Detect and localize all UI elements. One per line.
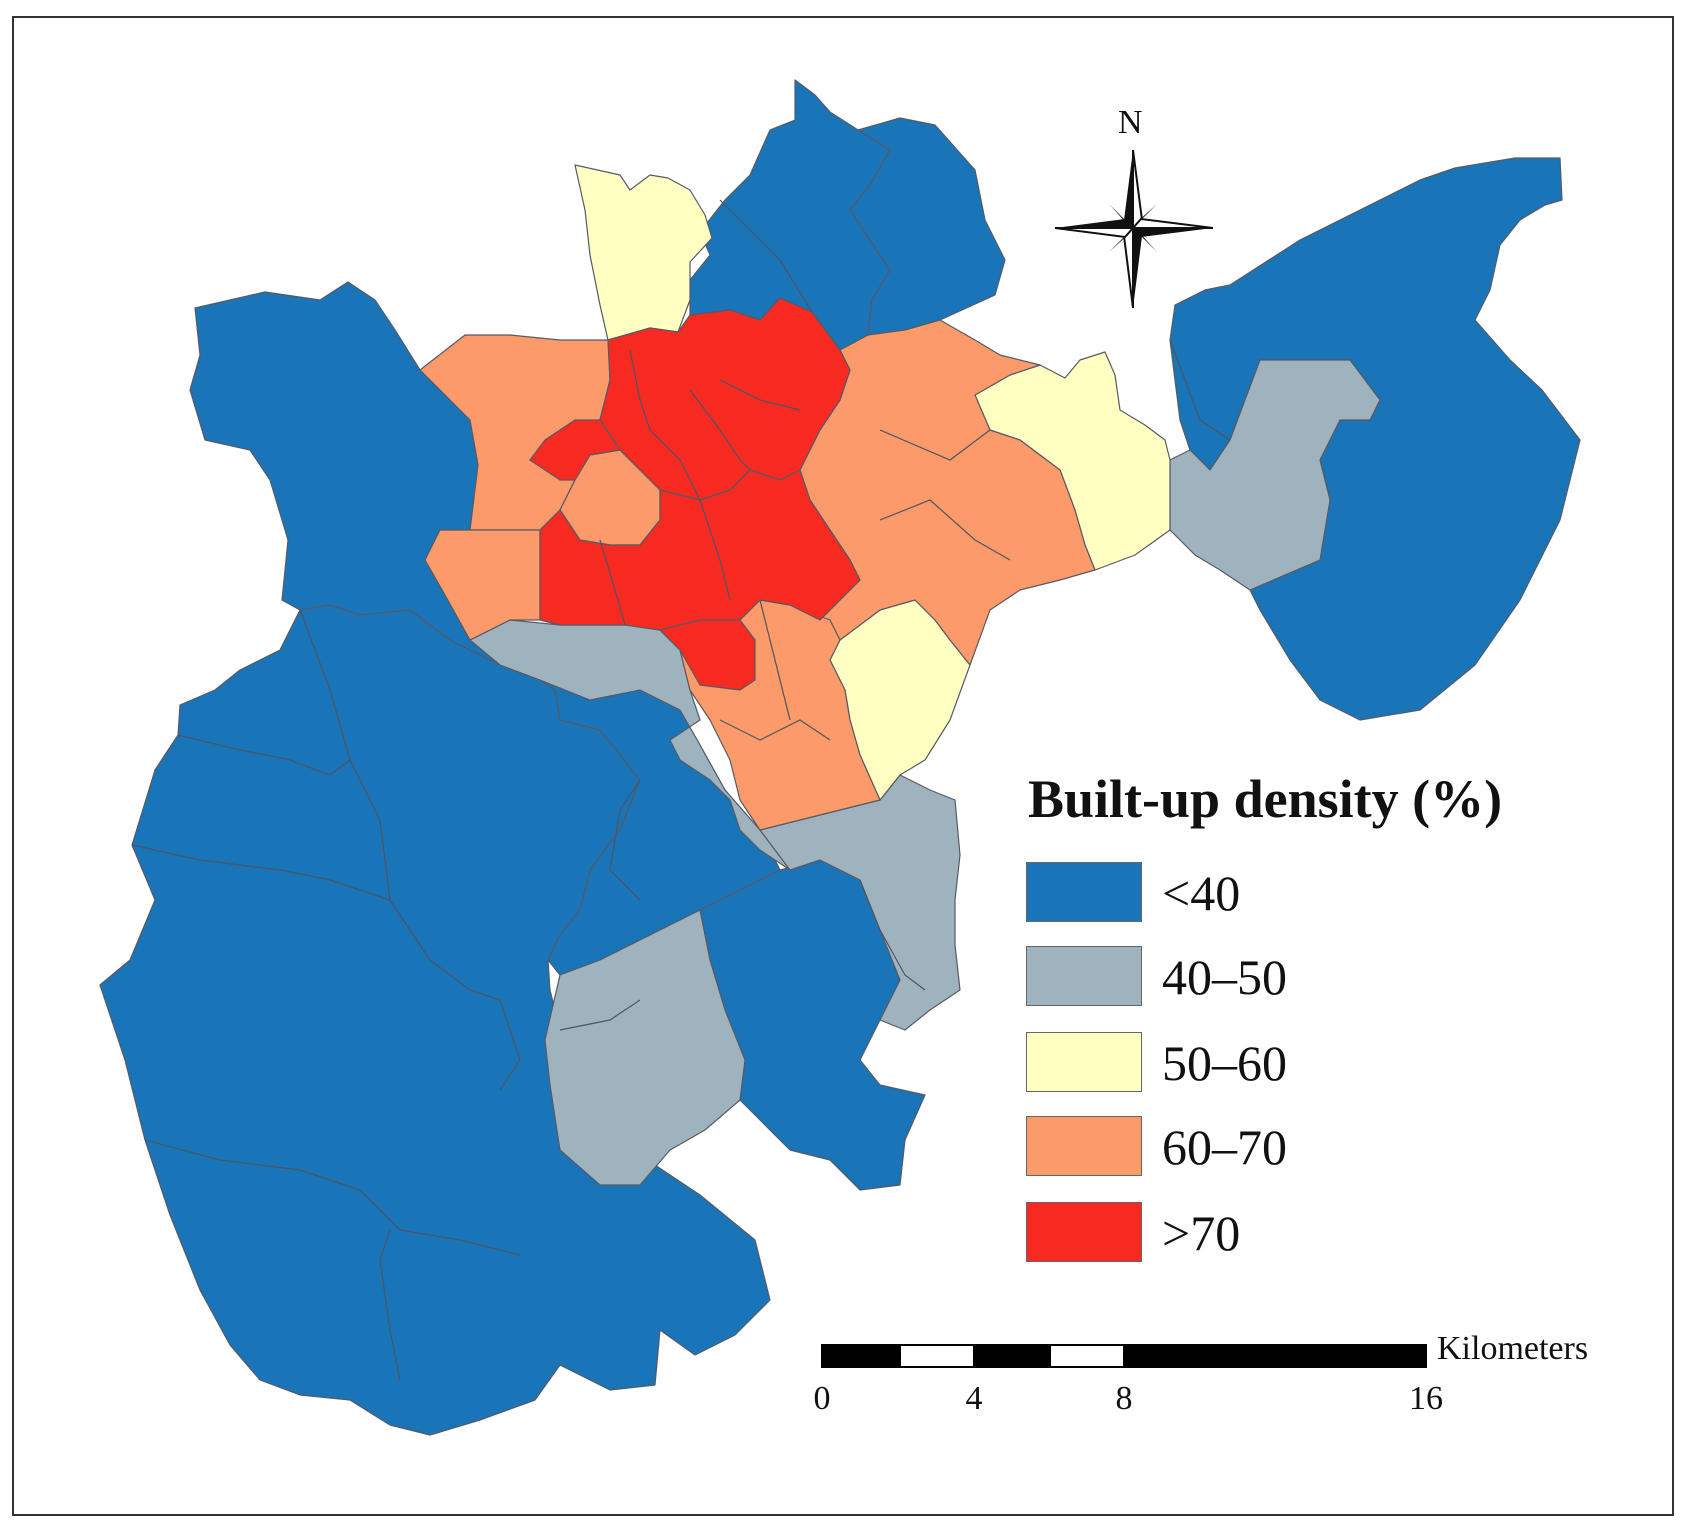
district-grey-south-center xyxy=(544,909,746,1186)
legend-label: <40 xyxy=(1162,865,1241,921)
north-label: N xyxy=(1118,104,1143,141)
class-gt70-districts xyxy=(529,297,861,691)
class-40-50-districts xyxy=(469,359,1381,1186)
legend-label: 40–50 xyxy=(1162,949,1287,1005)
legend-label: >70 xyxy=(1162,1205,1241,1261)
scale-bar xyxy=(821,1344,1427,1368)
legend-swatch xyxy=(1026,1032,1142,1092)
legend-swatch xyxy=(1026,1202,1142,1262)
scale-tick-label: 4 xyxy=(965,1380,983,1417)
class-60-70-districts xyxy=(419,319,1096,831)
north-arrow xyxy=(1054,149,1214,309)
scale-tick-label: 16 xyxy=(1409,1380,1443,1417)
district-red-core-lower xyxy=(659,619,756,691)
scale-tick-label: 0 xyxy=(813,1380,831,1417)
district-yellow-north xyxy=(574,164,713,341)
legend-swatch xyxy=(1026,1116,1142,1176)
legend-title: Built-up density (%) xyxy=(1028,769,1503,829)
scale-segment-1 xyxy=(821,1344,901,1368)
legend-swatch xyxy=(1026,946,1142,1006)
district-red-core-north xyxy=(599,297,851,501)
scale-segment-2 xyxy=(899,1344,975,1368)
scale-segment-3 xyxy=(973,1344,1051,1368)
class-50-60-districts xyxy=(574,164,1171,801)
scale-unit-label: Kilometers xyxy=(1437,1330,1589,1367)
scale-tick-label: 8 xyxy=(1115,1380,1133,1417)
district-boundaries xyxy=(131,199,1231,1381)
legend-label: 60–70 xyxy=(1162,1119,1287,1175)
class-lt40-districts xyxy=(99,79,1581,1436)
district-red-core-south xyxy=(539,469,861,651)
legend-swatch xyxy=(1026,862,1142,922)
district-sw-large xyxy=(99,604,771,1436)
legend-label: 50–60 xyxy=(1162,1035,1287,1091)
scale-segment-4 xyxy=(1049,1344,1125,1368)
district-red-northwest-arm xyxy=(529,419,621,481)
scale-segment-5 xyxy=(1123,1344,1427,1368)
